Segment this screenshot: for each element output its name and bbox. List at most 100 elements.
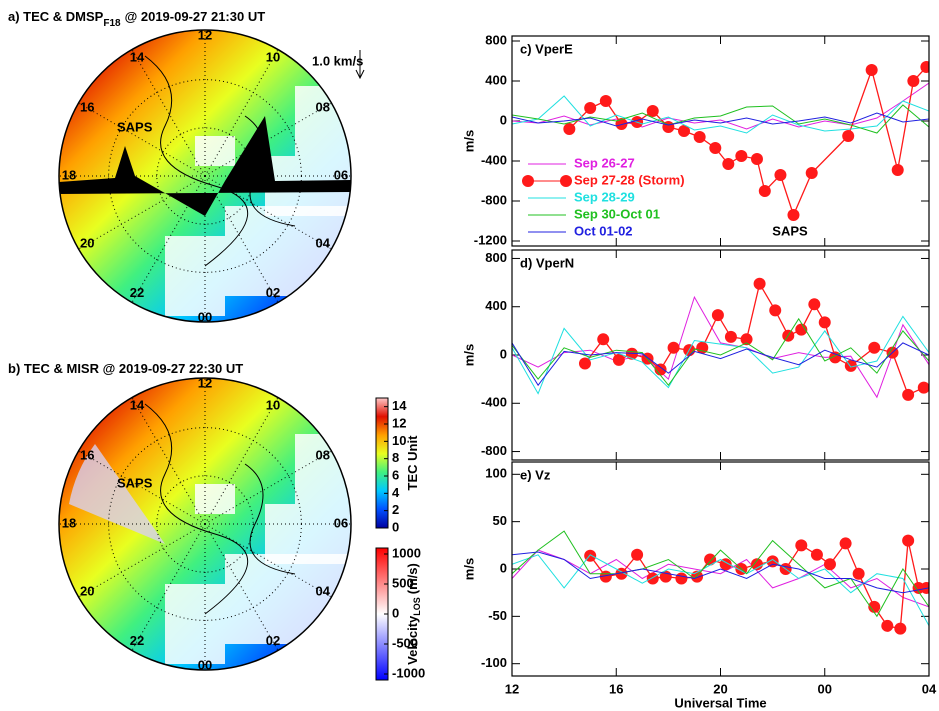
colorbar [375, 397, 389, 529]
hour-label: 22 [130, 285, 144, 300]
no-data [165, 236, 225, 316]
map-title: b) TEC & MISR @ 2019-09-27 22:30 UT [8, 361, 243, 376]
storm-point [667, 341, 680, 354]
storm-point [842, 130, 855, 142]
mlt-line [204, 523, 332, 598]
y-tick-label: 800 [485, 32, 507, 47]
mlt-line [78, 523, 206, 598]
series-line [512, 315, 929, 395]
y-tick-label: 100 [485, 466, 507, 481]
storm-point [894, 622, 907, 635]
storm-point [750, 153, 763, 165]
misr-fan [69, 444, 165, 544]
hour-label: 14 [130, 50, 145, 65]
legend-label: Sep 27-28 (Storm) [574, 172, 685, 187]
storm-point [711, 309, 724, 322]
storm-point [868, 341, 881, 354]
saps-label: SAPS [117, 119, 153, 134]
storm-point [578, 357, 591, 370]
mlt-line [131, 49, 206, 177]
coastline [144, 403, 296, 615]
mlt-line [78, 102, 206, 177]
no-data [295, 86, 351, 156]
series-line [512, 554, 929, 627]
hour-label: 02 [266, 285, 280, 300]
x-tick-label: 04 [922, 681, 937, 696]
mlt-line [204, 397, 279, 525]
legend-marker [560, 175, 572, 187]
y-tick-label: 0 [500, 112, 507, 127]
legend-label: Sep 26-27 [574, 155, 635, 170]
mlt-line [78, 450, 206, 525]
colorbar-tick-label: -500 [392, 635, 418, 650]
hour-label: 10 [266, 398, 280, 413]
map-title-text: b) TEC & MISR @ 2019-09-27 22:30 UT [8, 361, 243, 376]
storm-point [753, 277, 766, 290]
storm-point [646, 572, 659, 585]
storm-point [693, 131, 706, 143]
storm-point [868, 600, 881, 613]
storm-point [615, 118, 628, 130]
storm-point [839, 537, 852, 550]
legend-label: Sep 28-29 [574, 189, 635, 204]
x-tick-label: 12 [505, 681, 519, 696]
legend-marker [522, 175, 534, 187]
plot-area [512, 530, 929, 635]
mlt-line [131, 523, 206, 651]
storm-point [805, 167, 818, 179]
no-data [295, 434, 351, 504]
hour-label: 08 [316, 447, 330, 462]
mlt-line [204, 102, 332, 177]
series-line [512, 342, 929, 387]
storm-point [758, 185, 771, 197]
y-tick-label: 50 [493, 513, 507, 528]
storm-point [902, 388, 915, 401]
scale-arrow [355, 50, 365, 80]
storm-point [808, 298, 821, 311]
storm-point [823, 558, 836, 571]
colorbar-tick-label: 2 [392, 502, 399, 517]
hour-label: 10 [266, 50, 280, 65]
hour-label: 18 [62, 515, 76, 530]
colorbar-label-text: Velocity [405, 615, 420, 665]
no-data [165, 584, 225, 664]
hour-label: 20 [80, 583, 94, 598]
hour-label: 04 [316, 235, 331, 250]
colorbar-tick-label: 14 [392, 398, 407, 413]
storm-point [769, 304, 782, 317]
colorbar-tick-label: 0 [392, 519, 399, 534]
scale-label: 1.0 km/s [312, 53, 363, 68]
y-tick-label: -800 [481, 443, 507, 458]
hour-label: 02 [266, 633, 280, 648]
storm-point [865, 64, 878, 76]
colorbar-tick-label: -1000 [392, 665, 425, 680]
panel-title: c) VperE [520, 41, 573, 56]
dmsp-trace [59, 116, 351, 216]
y-tick-label: 0 [500, 346, 507, 361]
y-tick-label: -800 [481, 192, 507, 207]
mlt-line [204, 450, 332, 525]
mlt-line [204, 175, 279, 303]
x-tick-label: 20 [713, 681, 727, 696]
colorbar-tick-label: 0 [392, 605, 399, 620]
hour-label: 12 [198, 375, 212, 390]
storm-point [795, 323, 808, 336]
saps-annotation: SAPS [772, 223, 808, 238]
storm-point [810, 548, 823, 561]
hour-label: 06 [334, 515, 348, 530]
colorbar-label-sub: LOS [412, 597, 422, 616]
x-axis-label: Universal Time [674, 695, 766, 710]
map-image [59, 30, 351, 322]
storm-point [920, 581, 929, 594]
series-line [512, 82, 929, 130]
colorbar-tick-label: 1000 [392, 545, 421, 560]
storm-point [678, 125, 691, 137]
y-axis-label: m/s [461, 558, 476, 580]
y-tick-label: -400 [481, 395, 507, 410]
mlt-line [131, 175, 206, 303]
mlt-line [204, 523, 279, 651]
storm-point [563, 123, 576, 135]
hour-label: 14 [130, 398, 145, 413]
y-tick-label: 800 [485, 250, 507, 265]
